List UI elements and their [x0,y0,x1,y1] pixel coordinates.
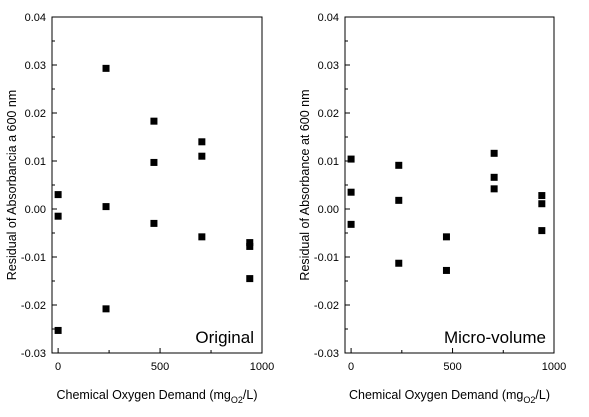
x-tick-label: 0 [348,361,354,373]
x-axis-label-subscript: O2 [231,395,243,405]
data-point [395,196,403,204]
y-tick-label: 0.02 [25,108,46,120]
x-axis-label: Chemical Oxygen Demand (mgO2/L) [57,388,258,405]
x-axis-label-subscript: O2 [523,395,535,405]
x-tick-label: 500 [443,361,461,373]
y-tick-labels: 0.04 0.03 0.02 0.01 0.00 -0.01 -0.02 -0.03 [314,12,339,360]
y-tick-label: -0.03 [21,348,46,360]
y-tick-label: 0.04 [25,12,46,24]
data-point [246,239,254,247]
x-tick-labels: 0 500 1000 [55,361,274,373]
x-axis-label: Chemical Oxygen Demand (mgO2/L) [349,388,550,405]
data-point [442,266,450,274]
y-tick-labels: 0.04 0.03 0.02 0.01 0.00 -0.01 -0.02 -0.03 [21,12,46,360]
plot-frame [51,16,263,354]
x-tick-label: 1000 [542,361,566,373]
data-point [347,188,355,196]
data-point [490,149,498,157]
data-point [198,233,206,241]
data-points [347,149,546,274]
data-point [538,200,546,208]
chart-original: 0.04 0.03 0.02 0.01 0.00 -0.01 -0.02 -0.03 0 500… [5,12,274,405]
data-point [54,212,62,220]
plot-frame [344,16,555,354]
x-axis-label-main: Chemical Oxygen Demand (mg [57,388,231,402]
x-axis-label-tail: /L) [535,388,550,402]
y-axis-label: Residual of Absorbancia a 600 nm [5,90,19,280]
data-point [442,233,450,241]
data-point [198,138,206,146]
x-tick-labels: 0 500 1000 [348,361,566,373]
y-tick-label: -0.01 [314,252,339,264]
data-points [54,64,254,334]
y-tick-label: -0.02 [314,300,339,312]
panel-label: Micro-volume [444,328,546,347]
data-point [490,173,498,181]
y-tick-label: 0.02 [318,108,339,120]
tick-marks [52,16,263,354]
x-axis-label-main: Chemical Oxygen Demand (mg [349,388,523,402]
y-tick-label: 0.04 [318,12,339,24]
data-point [54,191,62,199]
y-tick-label: -0.01 [21,252,46,264]
x-axis-label-tail: /L) [243,388,258,402]
data-point [538,192,546,200]
y-tick-label: 0.01 [318,156,339,168]
data-point [150,219,158,227]
y-tick-label: 0.00 [318,204,339,216]
data-point [246,242,254,250]
chart-micro-volume: 0.04 0.03 0.02 0.01 0.00 -0.01 -0.02 -0.03 0 500… [298,12,566,405]
data-point [395,259,403,267]
tick-marks [345,16,555,354]
x-tick-label: 1000 [250,361,274,373]
panel-label: Original [195,328,254,347]
y-tick-label: 0.03 [318,60,339,72]
data-point [150,117,158,125]
data-point [150,158,158,166]
data-point [54,326,62,334]
y-axis-label: Residual of Absorbance at 600 nm [298,89,312,280]
y-tick-label: -0.02 [21,300,46,312]
data-point [102,64,110,72]
y-tick-label: 0.01 [25,156,46,168]
data-point [395,161,403,169]
data-point [102,203,110,211]
data-point [490,185,498,193]
data-point [246,275,254,283]
data-point [538,227,546,235]
data-point [102,305,110,313]
y-tick-label: 0.03 [25,60,46,72]
x-tick-label: 0 [55,361,61,373]
data-point [347,220,355,228]
x-tick-label: 500 [151,361,169,373]
y-tick-label: 0.00 [25,204,46,216]
data-point [347,155,355,163]
y-tick-label: -0.03 [314,348,339,360]
data-point [198,152,206,160]
